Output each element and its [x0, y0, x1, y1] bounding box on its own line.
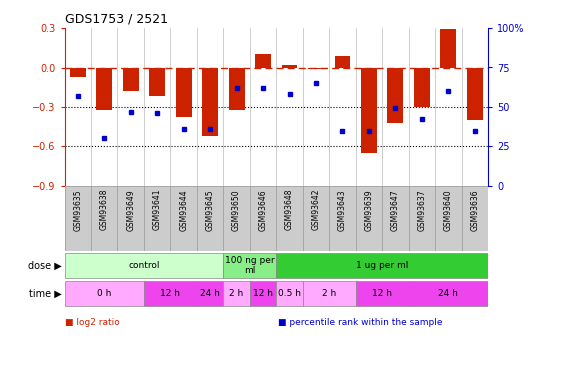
- Text: control: control: [128, 261, 160, 270]
- Bar: [356, 281, 408, 306]
- Bar: [467, 68, 483, 120]
- Text: GSM93640: GSM93640: [444, 189, 453, 231]
- Text: GSM93645: GSM93645: [206, 189, 215, 231]
- Text: ■ percentile rank within the sample: ■ percentile rank within the sample: [278, 318, 442, 327]
- Bar: [276, 253, 488, 278]
- Bar: [255, 54, 271, 68]
- Bar: [440, 30, 456, 68]
- Text: 24 h: 24 h: [200, 289, 220, 298]
- Bar: [334, 56, 351, 68]
- Bar: [408, 281, 488, 306]
- Bar: [65, 253, 223, 278]
- Bar: [223, 281, 250, 306]
- Text: 0 h: 0 h: [97, 289, 112, 298]
- Text: GSM93636: GSM93636: [470, 189, 479, 231]
- Text: GSM93650: GSM93650: [232, 189, 241, 231]
- Text: GDS1753 / 2521: GDS1753 / 2521: [65, 13, 168, 26]
- Text: time ▶: time ▶: [29, 288, 62, 298]
- Bar: [250, 281, 276, 306]
- Text: dose ▶: dose ▶: [28, 260, 62, 270]
- Bar: [276, 281, 303, 306]
- Text: GSM93635: GSM93635: [73, 189, 82, 231]
- Bar: [149, 68, 165, 96]
- Bar: [176, 68, 191, 117]
- Bar: [223, 253, 276, 278]
- Text: GSM93647: GSM93647: [391, 189, 400, 231]
- Text: 1 ug per ml: 1 ug per ml: [356, 261, 408, 270]
- Text: 12 h: 12 h: [372, 289, 392, 298]
- Text: GSM93639: GSM93639: [365, 189, 374, 231]
- Bar: [202, 68, 218, 136]
- Text: ■ log2 ratio: ■ log2 ratio: [65, 318, 119, 327]
- Text: 2 h: 2 h: [229, 289, 243, 298]
- Bar: [65, 281, 144, 306]
- Text: 2 h: 2 h: [322, 289, 337, 298]
- Bar: [361, 68, 377, 153]
- Text: GSM93648: GSM93648: [285, 189, 294, 230]
- Text: 100 ng per
ml: 100 ng per ml: [225, 256, 275, 275]
- Text: GSM93641: GSM93641: [153, 189, 162, 230]
- Text: 12 h: 12 h: [160, 289, 181, 298]
- Text: GSM93642: GSM93642: [311, 189, 320, 230]
- Bar: [229, 68, 245, 110]
- Text: GSM93644: GSM93644: [179, 189, 188, 231]
- Bar: [70, 68, 86, 77]
- Bar: [123, 68, 139, 91]
- Bar: [197, 281, 223, 306]
- Text: 24 h: 24 h: [439, 289, 458, 298]
- Bar: [303, 281, 356, 306]
- Text: 0.5 h: 0.5 h: [278, 289, 301, 298]
- Bar: [308, 68, 324, 69]
- Text: GSM93643: GSM93643: [338, 189, 347, 231]
- Bar: [144, 281, 197, 306]
- Bar: [388, 68, 403, 123]
- Text: GSM93649: GSM93649: [126, 189, 135, 231]
- Text: 12 h: 12 h: [253, 289, 273, 298]
- Bar: [282, 65, 297, 68]
- Bar: [96, 68, 112, 110]
- Text: GSM93637: GSM93637: [417, 189, 426, 231]
- Text: GSM93646: GSM93646: [259, 189, 268, 231]
- Text: GSM93638: GSM93638: [100, 189, 109, 230]
- Bar: [414, 68, 430, 107]
